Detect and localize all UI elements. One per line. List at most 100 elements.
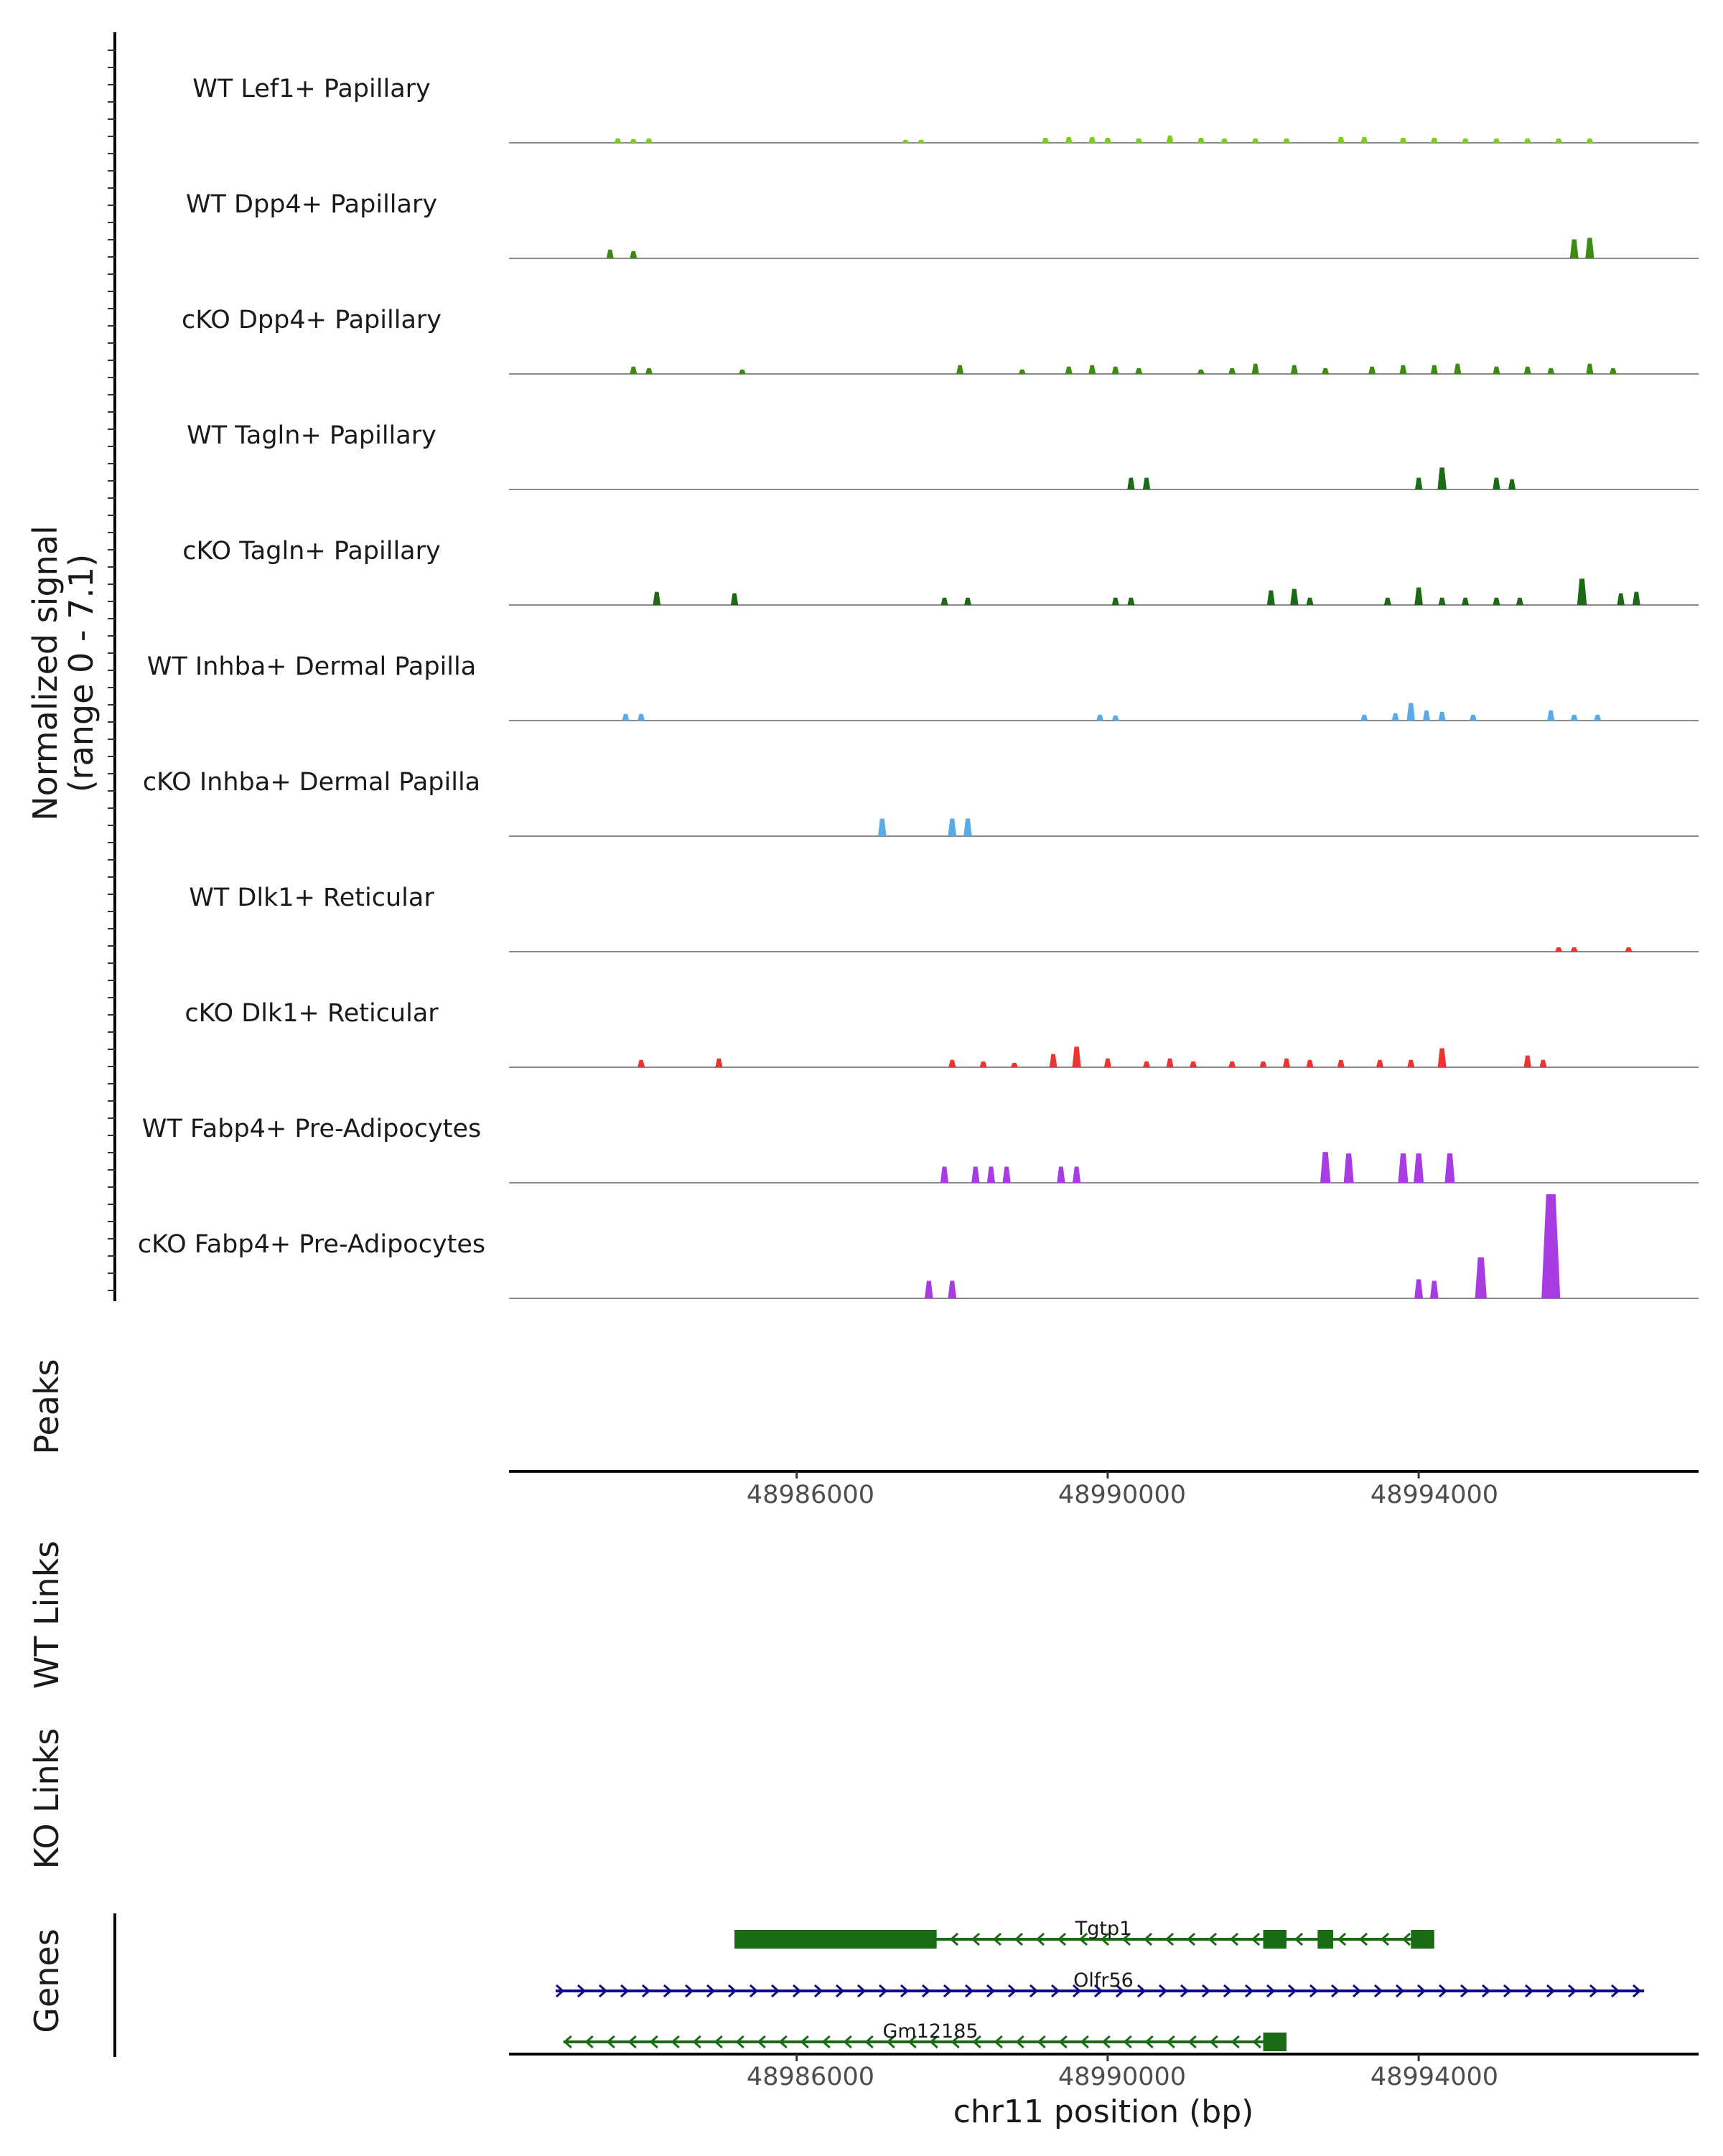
coverage-peak xyxy=(1290,365,1298,374)
coverage-peak xyxy=(1049,1054,1057,1067)
y-axis-label-line1: Normalized signal xyxy=(26,525,65,821)
coverage-peak xyxy=(1555,947,1563,952)
coverage-peak xyxy=(1475,1257,1487,1298)
coverage-peak xyxy=(1437,467,1447,489)
coverage-peak xyxy=(1539,1059,1547,1067)
coverage-peak xyxy=(1337,136,1345,143)
coverage-peak xyxy=(1103,137,1111,143)
coverage-peak xyxy=(1306,597,1314,605)
strand-arrow xyxy=(907,2035,917,2049)
strand-arrow xyxy=(1208,1932,1218,1946)
coverage-peak xyxy=(1322,367,1330,374)
coverage-peak xyxy=(1228,1061,1236,1067)
coverage-peak xyxy=(1251,138,1259,143)
strand-arrow xyxy=(555,1984,565,1998)
gene-label-olfr56: Olfr56 xyxy=(1073,1969,1134,1992)
strand-arrow xyxy=(1080,2035,1089,2049)
coverage-peak xyxy=(1111,366,1119,374)
coverage-peak xyxy=(1399,137,1407,143)
coverage-peak xyxy=(1127,477,1135,489)
gene-exon xyxy=(1263,2033,1287,2051)
strand-arrow xyxy=(1438,1984,1448,1998)
coverage-peak xyxy=(917,139,925,143)
strand-arrow xyxy=(576,1984,587,1998)
strand-arrow xyxy=(1244,1984,1254,1998)
strand-arrow xyxy=(778,2035,788,2049)
coverage-peak xyxy=(1585,238,1594,258)
strand-arrow xyxy=(1123,2035,1132,2049)
coverage-peak xyxy=(948,818,957,836)
strand-arrow xyxy=(649,2035,658,2049)
strand-arrow xyxy=(1015,2035,1024,2049)
strand-arrow xyxy=(1050,1984,1060,1998)
coverage-peak xyxy=(1383,597,1391,605)
y-axis-label-line2: (range 0 - 7.1) xyxy=(62,553,101,793)
coverage-peak xyxy=(1190,1061,1197,1067)
strand-arrow xyxy=(1632,1984,1642,1998)
coverage-peak xyxy=(1422,710,1430,721)
strand-arrow xyxy=(1029,1984,1039,1998)
coverage-peak xyxy=(1111,597,1119,605)
coverage-peak xyxy=(1103,1058,1111,1067)
coverage-peak xyxy=(1065,136,1073,143)
strand-arrow xyxy=(800,2035,809,2049)
coverage-peak xyxy=(1633,591,1640,605)
strand-arrow xyxy=(1503,1984,1513,1998)
strand-arrow xyxy=(749,1984,759,1998)
strand-arrow xyxy=(1078,1932,1088,1946)
strand-arrow xyxy=(1058,2035,1068,2049)
coverage-peak xyxy=(902,139,910,143)
coverage-peak xyxy=(1444,1153,1455,1183)
strand-arrow xyxy=(1158,1984,1168,1998)
strand-arrow xyxy=(1186,1932,1196,1946)
coverage-peak xyxy=(1493,138,1500,143)
genes-panel-label: Genes xyxy=(27,1928,66,2033)
coverage-peak xyxy=(1414,1153,1424,1183)
strand-arrow xyxy=(843,2035,852,2049)
strand-arrow xyxy=(1358,1932,1368,1946)
coverage-peak xyxy=(1462,138,1470,143)
coverage-peak xyxy=(1220,138,1228,143)
strand-arrow xyxy=(714,2035,723,2049)
coverage-peak xyxy=(638,1059,645,1067)
coverage-peak xyxy=(1197,369,1205,374)
coverage-peak xyxy=(1523,138,1531,143)
coverage-peak xyxy=(1343,1153,1354,1183)
coverage-peak xyxy=(1414,1279,1424,1298)
coverage-peak xyxy=(653,591,661,605)
coverage-peak xyxy=(1454,363,1462,374)
strand-arrow xyxy=(1115,1984,1125,1998)
gene-label-gm12185: Gm12185 xyxy=(882,2020,979,2043)
coverage-peak xyxy=(1127,597,1135,605)
x-tick-label-genes-1: 48986000 xyxy=(746,2063,875,2091)
strand-arrow xyxy=(1035,1932,1045,1946)
strand-arrow xyxy=(1330,1984,1340,1998)
x-tick-label-1: 48986000 xyxy=(746,1481,875,1509)
coverage-peak xyxy=(1430,137,1438,143)
strand-arrow xyxy=(1251,1932,1261,1946)
coverage-peak xyxy=(1142,477,1151,489)
strand-arrow xyxy=(1294,1932,1304,1946)
strand-arrow xyxy=(1223,1984,1233,1998)
strand-arrow xyxy=(1101,2035,1111,2049)
strand-arrow xyxy=(1007,1984,1017,1998)
coverage-peak xyxy=(1430,365,1438,374)
coverage-peak xyxy=(645,138,653,143)
coverage-peak xyxy=(630,366,638,374)
strand-arrow xyxy=(1166,2035,1175,2049)
x-tick-label-3: 48994000 xyxy=(1370,1481,1499,1509)
y-axis-label: Normalized signal (range 0 - 7.1) xyxy=(26,525,101,821)
coverage-peak xyxy=(986,1166,996,1183)
coverage-peak xyxy=(1493,477,1500,489)
coverage-peak xyxy=(730,593,739,605)
strand-arrow xyxy=(1209,2035,1218,2049)
coverage-peak xyxy=(1197,137,1205,143)
strand-arrow xyxy=(727,1984,737,1998)
strand-arrow xyxy=(964,1984,974,1998)
strand-arrow xyxy=(971,1932,981,1946)
strand-arrow xyxy=(878,1984,888,1998)
strand-arrow xyxy=(671,2035,680,2049)
coverage-peak xyxy=(1096,714,1104,721)
strand-arrow xyxy=(1567,1984,1577,1998)
